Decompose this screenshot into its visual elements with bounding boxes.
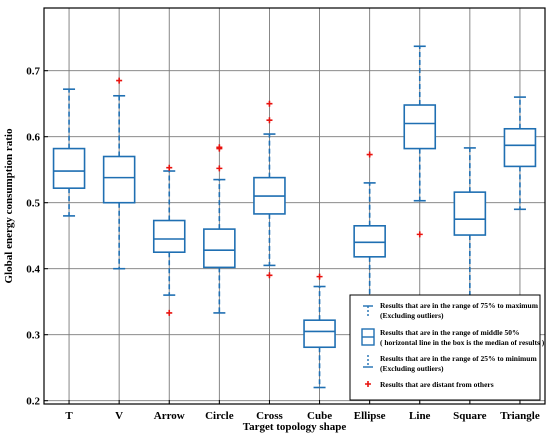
box-square [453, 191, 487, 236]
x-tick-label-ellipse: Ellipse [354, 410, 386, 422]
box-cube [303, 319, 336, 349]
y-tick-label: 0.5 [26, 198, 40, 210]
outlier-v [116, 77, 123, 84]
legend-text-lower-whisker: Results that are in the range of 25% to … [380, 354, 537, 363]
outlier-cross [266, 117, 273, 124]
outlier-line [416, 231, 423, 238]
legend-text-upper-whisker: (Excluding outliers) [380, 311, 444, 320]
outlier-cube [316, 273, 323, 280]
box-triangle [503, 127, 537, 168]
outlier-arrow [166, 164, 173, 171]
legend-outlier-symbol [365, 381, 371, 387]
legend-box [349, 294, 541, 401]
x-tick-label-circle: Circle [205, 410, 234, 422]
outlier-cross [266, 100, 273, 107]
x-tick-label-arrow: Arrow [154, 410, 185, 422]
x-axis-title: Target topology shape [243, 421, 347, 433]
box-circle [203, 228, 236, 269]
x-tick-label-triangle: Triangle [500, 410, 540, 422]
x-tick-label-cube: Cube [307, 410, 332, 422]
y-tick-label: 0.2 [26, 396, 40, 408]
outlier-arrow [166, 309, 173, 316]
plot-frame [43, 7, 546, 405]
y-axis-title: Global energy consumption ratio [3, 128, 15, 283]
y-tick-label: 0.3 [26, 330, 40, 342]
outlier-circle [216, 165, 223, 172]
box-ellipse [353, 225, 386, 258]
x-tick-label-t: T [65, 410, 73, 422]
outlier-circle [216, 144, 223, 151]
x-tick-label-line: Line [409, 410, 431, 422]
y-tick-label: 0.6 [26, 132, 40, 144]
box-arrow [152, 219, 186, 254]
y-tick-label: 0.7 [26, 66, 40, 78]
box-line [403, 104, 437, 150]
legend-text-outlier: Results that are distant from others [380, 380, 494, 389]
y-tick-label: 0.4 [26, 264, 40, 276]
legend-text-lower-whisker: (Excluding outliers) [380, 364, 444, 373]
x-tick-label-cross: Cross [256, 410, 283, 422]
legend-text-box: ( horizontal line in the box is the medi… [380, 338, 545, 347]
box-t [52, 147, 86, 189]
x-tick-label-square: Square [453, 410, 487, 422]
x-tick-label-v: V [115, 410, 123, 422]
box-v [102, 155, 136, 204]
outlier-cross [266, 272, 273, 279]
legend-text-box: Results that are in the range of middle … [380, 328, 519, 337]
legend-text-upper-whisker: Results that are in the range of 75% to … [380, 301, 539, 310]
outlier-ellipse [366, 151, 373, 158]
